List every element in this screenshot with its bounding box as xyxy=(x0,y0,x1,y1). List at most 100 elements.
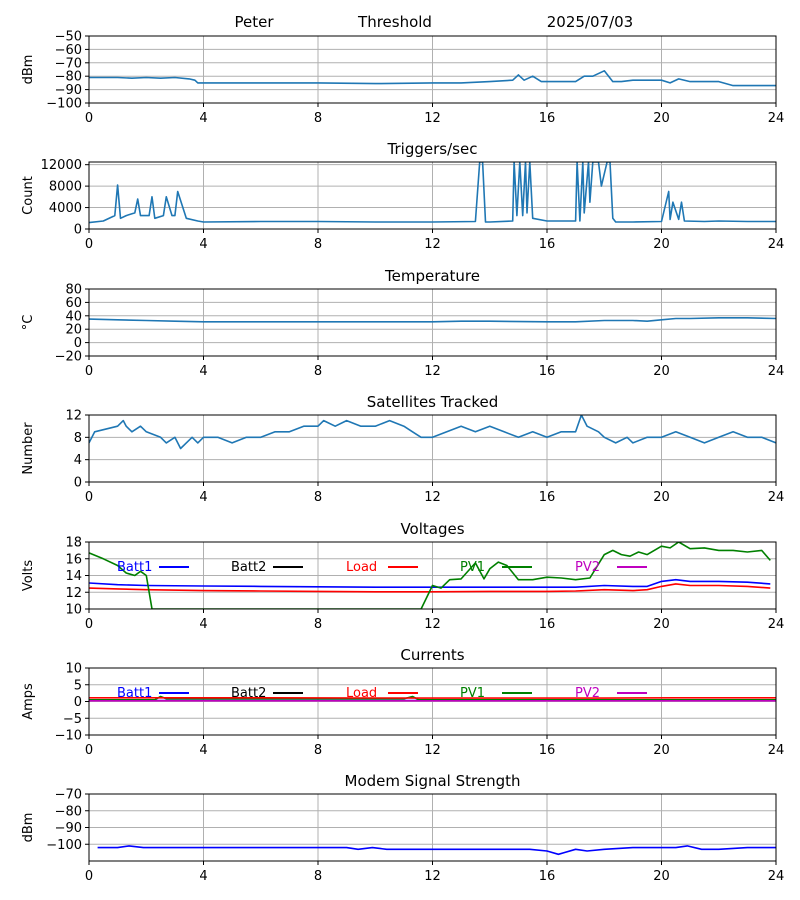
series-group xyxy=(89,317,776,323)
x-tick-label: 12 xyxy=(424,869,441,884)
panel-threshold: 0 4 8 12 16 20 24 −100−90−80−70−60−50 dBm xyxy=(21,30,784,127)
series-group xyxy=(89,695,776,702)
series-group xyxy=(89,162,776,224)
x-tick-label: 0 xyxy=(85,111,93,126)
x-tick-label: 4 xyxy=(199,364,207,379)
legend-label-pv2: PV2 xyxy=(575,686,600,701)
legend-label-batt1: Batt1 xyxy=(117,686,152,701)
y-axis-label: Number xyxy=(21,422,36,475)
panel-title: Triggers/sec xyxy=(387,140,478,158)
y-tick-label: −90 xyxy=(55,83,82,98)
y-tick-label: −50 xyxy=(55,30,82,45)
x-tick-label: 12 xyxy=(424,743,441,758)
y-tick-label: −90 xyxy=(55,821,82,836)
panel-title: Voltages xyxy=(400,520,464,538)
legend-label-batt2: Batt2 xyxy=(231,686,266,701)
x-tick-label: 12 xyxy=(424,490,441,505)
y-tick-label: 8000 xyxy=(49,180,82,195)
y-tick-label: −80 xyxy=(55,70,82,85)
y-tick-label: 16 xyxy=(65,552,82,567)
x-tick-label: 4 xyxy=(199,743,207,758)
x-tick-label: 4 xyxy=(199,237,207,252)
x-tick-label: 24 xyxy=(768,237,785,252)
x-tick-label: 20 xyxy=(653,237,670,252)
y-tick-label: 0 xyxy=(74,223,82,238)
x-tick-label: 12 xyxy=(424,111,441,126)
series-line-data xyxy=(89,70,776,87)
x-tick-label: 8 xyxy=(314,869,322,884)
x-tick-label: 0 xyxy=(85,743,93,758)
y-tick-label: 12000 xyxy=(41,158,82,173)
header-name: Peter xyxy=(234,13,274,31)
x-tick-label: 24 xyxy=(768,490,785,505)
x-tick-label: 20 xyxy=(653,617,670,632)
x-tick-label: 4 xyxy=(199,869,207,884)
y-tick-label: −5 xyxy=(63,712,82,727)
series-line-batt1 xyxy=(89,578,771,588)
x-tick-label: 20 xyxy=(653,869,670,884)
y-axis-label: Count xyxy=(21,176,36,215)
legend-label-batt2: Batt2 xyxy=(231,560,266,575)
y-tick-label: 18 xyxy=(65,536,82,551)
y-axis-label: °C xyxy=(21,315,36,331)
x-tick-label: 8 xyxy=(314,617,322,632)
series-line-pv1 xyxy=(89,542,771,609)
x-tick-label: 16 xyxy=(539,364,556,379)
x-tick-label: 20 xyxy=(653,111,670,126)
y-tick-label: −100 xyxy=(46,97,82,112)
series-group xyxy=(89,415,776,450)
panel-currents: 0 4 8 12 16 20 24 −10 −5 0 510 Currents Amps Batt1 Bat… xyxy=(21,646,784,758)
x-tick-label: 8 xyxy=(314,490,322,505)
x-tick-label: 16 xyxy=(539,617,556,632)
y-tick-label: −70 xyxy=(55,788,82,803)
series-line-data xyxy=(89,162,776,224)
x-tick-label: 16 xyxy=(539,490,556,505)
x-tick-label: 0 xyxy=(85,237,93,252)
y-tick-label: 4 xyxy=(74,453,82,468)
x-tick-label: 4 xyxy=(199,490,207,505)
y-tick-label: −100 xyxy=(46,838,82,853)
y-tick-label: 14 xyxy=(65,569,82,584)
panel-satellites: 0 4 8 12 16 20 24 0 4 8 12 Satellites Tracked Number xyxy=(21,393,784,505)
header-date: 2025/07/03 xyxy=(547,13,633,31)
x-tick-label: 12 xyxy=(424,237,441,252)
y-tick-label: 10 xyxy=(65,662,82,677)
y-tick-label: 8 xyxy=(74,431,82,446)
x-tick-label: 24 xyxy=(768,617,785,632)
legend-label-batt1: Batt1 xyxy=(117,560,152,575)
x-tick-label: 0 xyxy=(85,364,93,379)
legend-label-pv1: PV1 xyxy=(460,686,485,701)
x-tick-label: 8 xyxy=(314,364,322,379)
y-tick-label: 0 xyxy=(74,336,82,351)
y-tick-label: −80 xyxy=(55,804,82,819)
y-tick-label: −70 xyxy=(55,56,82,71)
series-line-data xyxy=(97,845,776,856)
y-tick-label: 20 xyxy=(65,323,82,338)
y-axis-label: Amps xyxy=(21,683,36,720)
series-line-data xyxy=(89,317,776,323)
y-tick-label: 5 xyxy=(74,678,82,693)
panel-modem: 0 4 8 12 16 20 24 −100 −90 −80−70 Modem Signal Str… xyxy=(21,772,784,884)
panel-title: Modem Signal Strength xyxy=(345,772,521,790)
y-tick-label: 0 xyxy=(74,476,82,491)
series-line-data xyxy=(89,415,776,450)
series-group xyxy=(89,542,771,609)
y-tick-label: 0 xyxy=(74,695,82,710)
series-group xyxy=(97,845,776,856)
series-group xyxy=(89,70,776,87)
x-tick-label: 16 xyxy=(539,869,556,884)
y-axis-label: Volts xyxy=(21,560,36,592)
y-tick-label: −10 xyxy=(55,729,82,744)
x-tick-label: 8 xyxy=(314,743,322,758)
x-tick-label: 24 xyxy=(768,869,785,884)
x-tick-label: 8 xyxy=(314,111,322,126)
y-tick-label: 12 xyxy=(65,409,82,424)
x-tick-label: 24 xyxy=(768,364,785,379)
y-tick-label: 60 xyxy=(65,296,82,311)
x-tick-label: 4 xyxy=(199,111,207,126)
legend-label-pv1: PV1 xyxy=(460,560,485,575)
